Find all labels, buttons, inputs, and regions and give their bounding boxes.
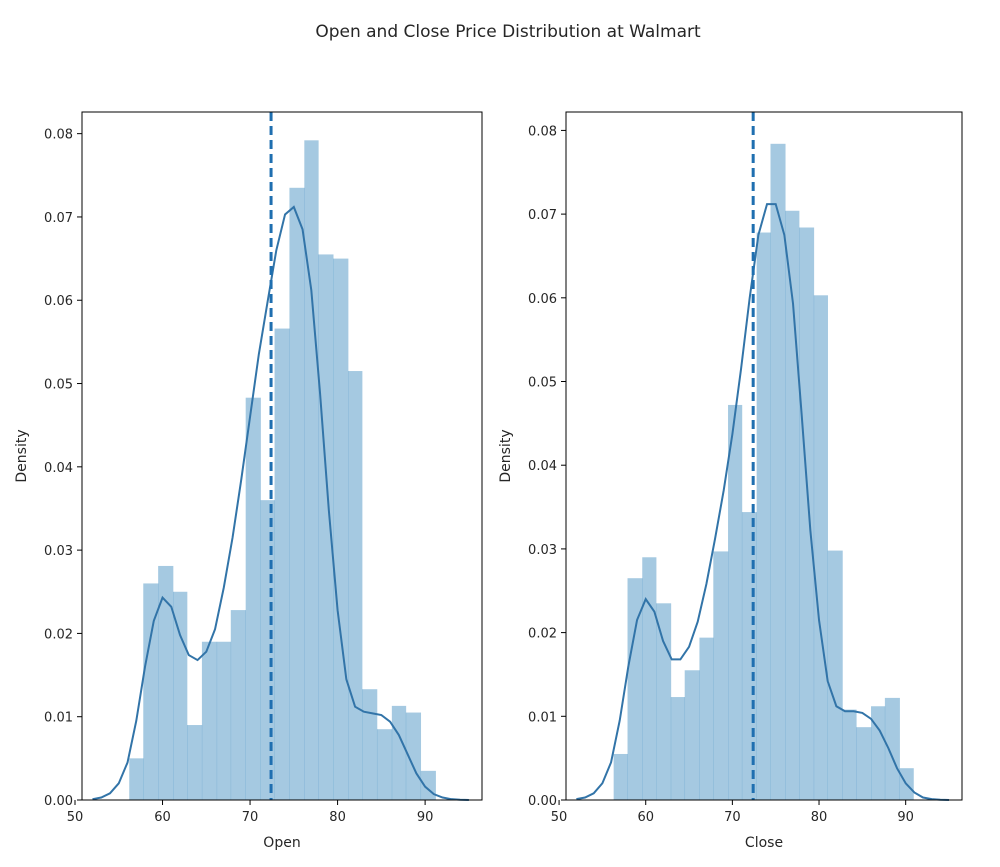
histogram-bar bbox=[670, 697, 686, 800]
histogram-bars bbox=[613, 143, 914, 800]
y-tick-label: 0.02 bbox=[44, 627, 73, 642]
y-tick-label: 0.00 bbox=[44, 794, 73, 809]
histogram-bar bbox=[684, 670, 700, 800]
histogram-bar bbox=[884, 697, 900, 800]
kde-line bbox=[92, 205, 469, 801]
y-tick-label: 0.05 bbox=[44, 378, 73, 393]
histogram-bar bbox=[158, 565, 174, 800]
x-tick-label: 60 bbox=[154, 810, 171, 825]
histogram-bar bbox=[405, 712, 422, 800]
x-tick-label: 80 bbox=[811, 810, 828, 825]
histogram-bar bbox=[318, 254, 334, 800]
histogram-bar bbox=[376, 729, 393, 800]
y-tick-label: 0.04 bbox=[44, 461, 73, 476]
histogram-bar bbox=[842, 709, 857, 800]
histogram-bar bbox=[741, 512, 757, 800]
y-tick-label: 0.02 bbox=[528, 627, 557, 642]
histogram-bar bbox=[728, 404, 743, 800]
x-tick-label: 80 bbox=[329, 810, 346, 825]
y-tick-label: 0.00 bbox=[528, 794, 557, 809]
histogram-bar bbox=[129, 758, 144, 800]
x-tick-label: 90 bbox=[417, 810, 434, 825]
y-tick-label: 0.07 bbox=[528, 208, 557, 223]
histogram-bar bbox=[799, 227, 815, 800]
histogram-bar bbox=[856, 727, 872, 800]
histogram-bar bbox=[304, 140, 319, 800]
x-tick-label: 60 bbox=[637, 810, 654, 825]
histogram-bar bbox=[333, 258, 349, 801]
histogram-bar bbox=[201, 641, 218, 800]
histogram-bar bbox=[785, 210, 800, 800]
x-axis-label: Open bbox=[263, 835, 300, 851]
histogram-bar bbox=[391, 705, 407, 800]
histogram-bar bbox=[187, 725, 203, 800]
histogram-bar bbox=[216, 641, 232, 800]
figure-suptitle: Open and Close Price Distribution at Wal… bbox=[315, 22, 701, 42]
y-tick-label: 0.01 bbox=[44, 711, 73, 726]
histogram-bars bbox=[129, 140, 436, 801]
histogram-bar bbox=[656, 603, 672, 800]
histogram-bar bbox=[274, 328, 290, 800]
histogram-bar bbox=[813, 295, 828, 800]
histogram-bar bbox=[699, 637, 714, 800]
histogram-bar bbox=[348, 371, 363, 800]
histogram-bar bbox=[827, 550, 843, 800]
histogram-bar bbox=[173, 591, 188, 800]
histogram-bar bbox=[245, 397, 261, 800]
panel-close: 50 60 70 80 90 0.00 0.01 0.02 0.03 0.04 0.05 0.06 0.… bbox=[498, 111, 963, 851]
x-tick-label: 90 bbox=[897, 810, 914, 825]
x-tick-label: 50 bbox=[67, 810, 84, 825]
histogram-bar bbox=[770, 143, 786, 800]
histogram-bar bbox=[642, 557, 657, 800]
y-tick-label: 0.03 bbox=[44, 544, 73, 559]
kde-line bbox=[576, 203, 950, 801]
histogram-bar bbox=[871, 706, 886, 800]
y-tick-label: 0.03 bbox=[528, 543, 557, 558]
histogram-bar bbox=[420, 770, 436, 800]
histogram-bar bbox=[230, 610, 246, 800]
panel-open: 50 60 70 80 90 0.00 0.01 0.02 0.03 0.04 0.05 0.06 0.… bbox=[14, 111, 483, 851]
axes-frame bbox=[81, 111, 483, 801]
y-tick-label: 0.06 bbox=[44, 294, 73, 309]
x-tick-label: 70 bbox=[724, 810, 741, 825]
y-tick-label: 0.01 bbox=[528, 710, 557, 725]
histogram-bar bbox=[362, 689, 378, 800]
y-tick-label: 0.07 bbox=[44, 211, 73, 226]
x-tick-label: 50 bbox=[551, 810, 568, 825]
y-tick-label: 0.08 bbox=[44, 128, 73, 143]
y-axis-label: Density bbox=[498, 429, 514, 482]
histogram-bar bbox=[260, 500, 275, 800]
histogram-bar bbox=[143, 583, 159, 800]
y-tick-label: 0.06 bbox=[528, 292, 557, 307]
y-tick-label: 0.04 bbox=[528, 459, 557, 474]
histogram-bar bbox=[627, 578, 643, 800]
y-tick-label: 0.08 bbox=[528, 124, 557, 139]
histogram-bar bbox=[289, 187, 305, 801]
axes-frame bbox=[565, 111, 963, 801]
histogram-bar bbox=[713, 551, 729, 800]
histogram-bar bbox=[613, 753, 628, 800]
histogram-bar bbox=[756, 232, 771, 800]
y-tick-label: 0.05 bbox=[528, 376, 557, 391]
x-tick-label: 70 bbox=[242, 810, 259, 825]
y-axis-label: Density bbox=[14, 429, 30, 482]
x-axis-label: Close bbox=[745, 835, 783, 851]
